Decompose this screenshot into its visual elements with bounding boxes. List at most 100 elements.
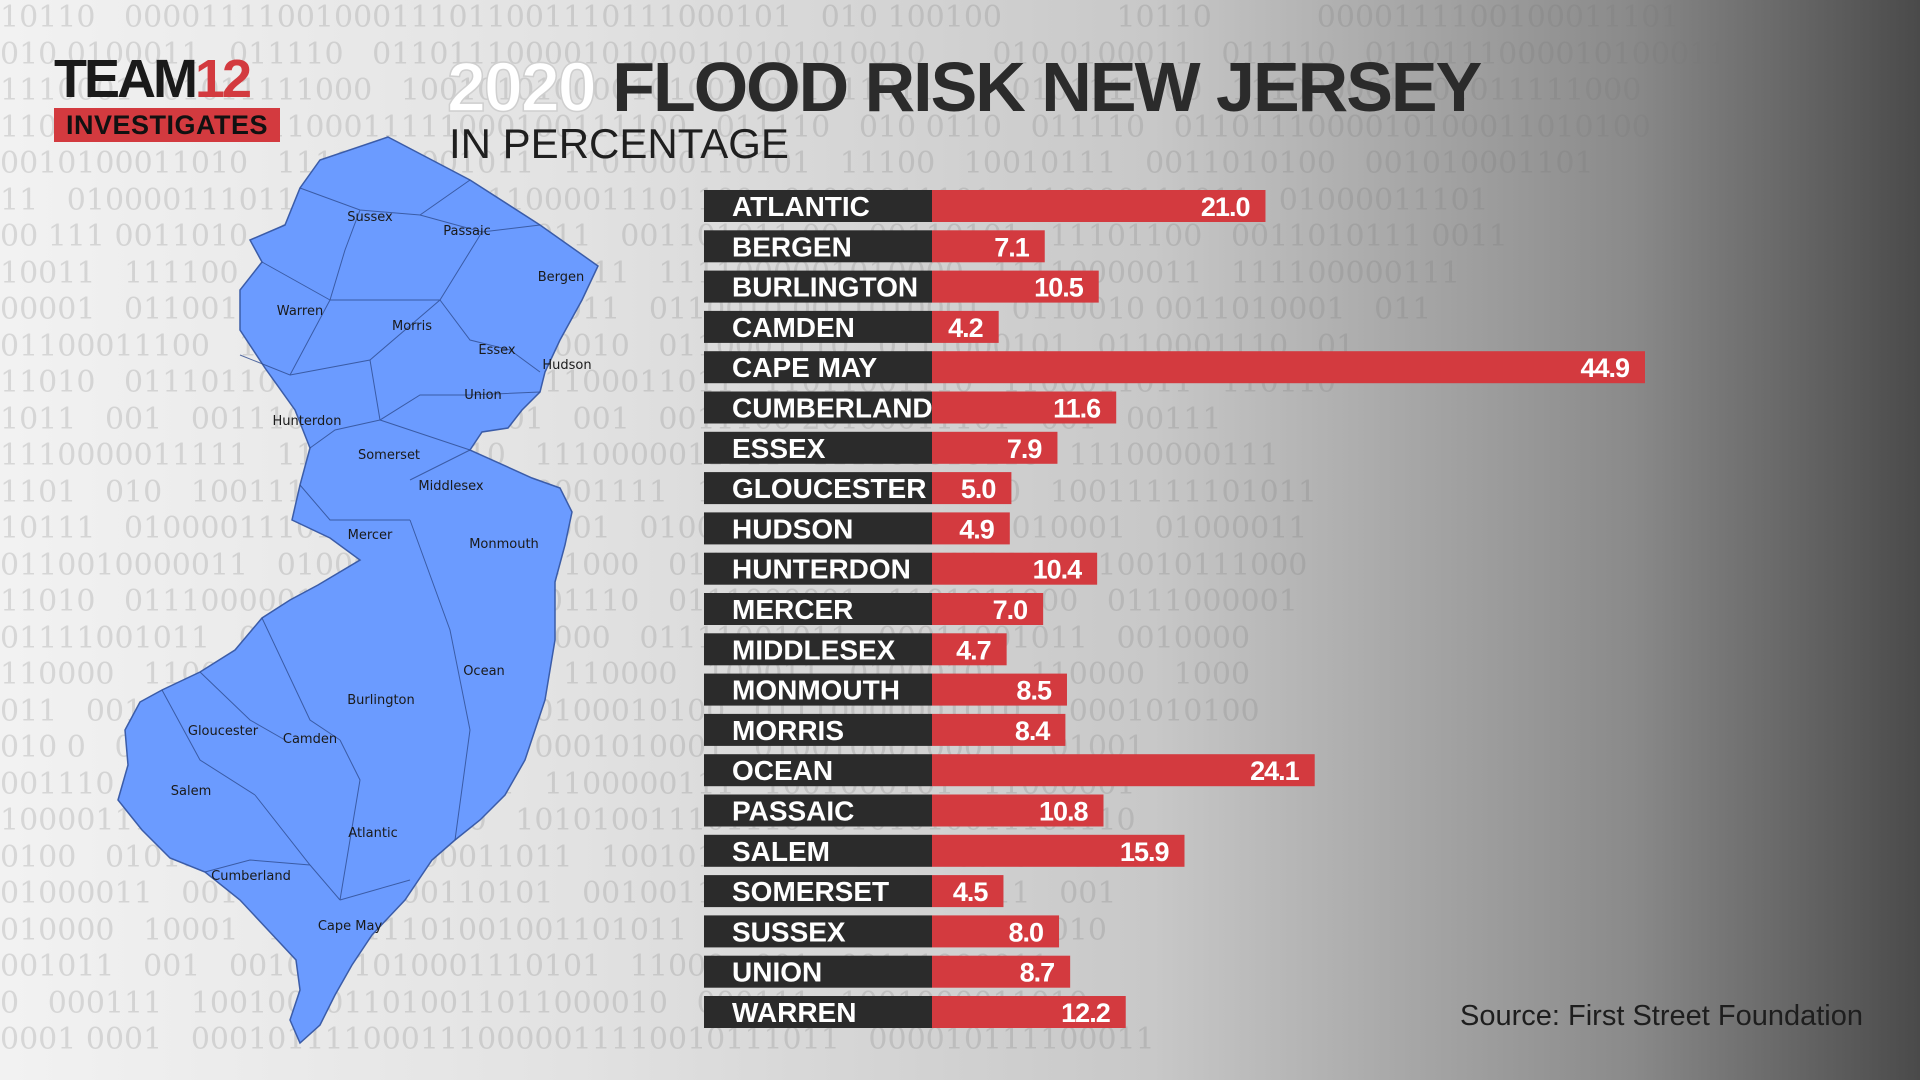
logo-number: 12 [194, 49, 252, 109]
value-label-somerset: 4.5 [953, 877, 989, 907]
category-label-salem: SALEM [732, 836, 830, 867]
category-label-bg-middlesex [704, 633, 932, 666]
category-label-morris: MORRIS [732, 715, 844, 746]
value-label-cumberland: 11.6 [1053, 394, 1101, 424]
value-label-warren: 12.2 [1061, 998, 1110, 1028]
bar-somerset [932, 875, 1004, 908]
bar-salem [932, 834, 1185, 867]
county-label-ocean: Ocean [463, 664, 505, 679]
value-label-morris: 8.4 [1015, 716, 1051, 746]
county-label-hudson: Hudson [542, 358, 591, 373]
category-label-camden: CAMDEN [732, 312, 855, 343]
category-label-bg-burlington [704, 270, 932, 303]
county-label-atlantic: Atlantic [348, 826, 397, 841]
value-label-hudson: 4.9 [959, 514, 995, 544]
chart-subtitle: IN PERCENTAGE [449, 120, 789, 167]
bar-hunterdon [932, 552, 1098, 585]
county-label-mercer: Mercer [348, 528, 393, 543]
value-label-gloucester: 5.0 [961, 474, 996, 504]
nj-state-shape [117, 136, 599, 1045]
bar-hudson [932, 512, 1010, 545]
county-label-middlesex: Middlesex [418, 479, 483, 494]
county-label-gloucester: Gloucester [188, 724, 259, 739]
value-label-monmouth: 8.5 [1016, 676, 1052, 706]
title-rest: FLOOD RISK NEW JERSEY [612, 48, 1482, 126]
value-label-union: 8.7 [1020, 958, 1055, 988]
category-label-gloucester: GLOUCESTER [732, 473, 926, 504]
county-label-hunterdon: Hunterdon [273, 414, 342, 429]
category-label-bg-somerset [704, 875, 932, 908]
category-label-union: UNION [732, 957, 822, 988]
category-label-ocean: OCEAN [732, 755, 833, 786]
category-label-atlantic: ATLANTIC [732, 191, 870, 222]
bar-camden [932, 310, 999, 343]
county-label-somerset: Somerset [358, 448, 420, 463]
category-label-passaic: PASSAIC [732, 796, 854, 827]
category-label-bg-bergen [704, 230, 932, 263]
category-label-bg-gloucester [704, 472, 932, 505]
value-label-bergen: 7.1 [994, 232, 1030, 262]
category-label-bg-cumberland [704, 391, 932, 424]
category-label-cape-may: CAPE MAY [732, 352, 878, 383]
title-year: 2020 [446, 47, 597, 127]
bar-union [932, 955, 1071, 988]
value-label-sussex: 8.0 [1008, 917, 1043, 947]
bar-monmouth [932, 673, 1067, 706]
bar-sussex [932, 915, 1060, 948]
category-label-bg-mercer [704, 593, 932, 625]
category-label-bg-cape-may [704, 351, 932, 384]
logo-word: TEAM [54, 49, 198, 109]
value-label-passaic: 10.8 [1039, 797, 1089, 827]
category-label-warren: WARREN [732, 997, 856, 1028]
bar-warren [932, 996, 1126, 1028]
value-label-atlantic: 21.0 [1201, 192, 1250, 222]
bar-passaic [932, 794, 1104, 827]
category-label-monmouth: MONMOUTH [732, 675, 900, 706]
category-label-bg-atlantic [704, 190, 932, 222]
category-label-bg-salem [704, 834, 932, 867]
logo-wordmark: TEAM12 [54, 52, 280, 106]
county-label-salem: Salem [171, 784, 212, 799]
county-label-essex: Essex [478, 343, 516, 358]
county-label-warren: Warren [277, 304, 323, 319]
category-label-sussex: SUSSEX [732, 916, 846, 947]
team12-logo: TEAM12 INVESTIGATES [54, 52, 281, 142]
category-label-hudson: HUDSON [732, 513, 853, 544]
category-label-mercer: MERCER [732, 594, 853, 625]
category-label-bg-passaic [704, 794, 932, 827]
value-label-burlington: 10.5 [1034, 273, 1084, 303]
value-label-camden: 4.2 [948, 313, 983, 343]
bar-gloucester [932, 472, 1012, 505]
bar-burlington [932, 270, 1099, 303]
category-label-bg-essex [704, 431, 932, 464]
source-credit: Source: First Street Foundation [1460, 1000, 1863, 1032]
bar-essex [932, 431, 1058, 464]
county-label-bergen: Bergen [538, 270, 585, 285]
value-label-essex: 7.9 [1007, 434, 1043, 464]
county-label-burlington: Burlington [347, 693, 415, 708]
category-label-bg-union [704, 955, 932, 988]
category-label-bg-monmouth [704, 673, 932, 706]
county-label-camden: Camden [283, 732, 337, 747]
bar-bergen [932, 230, 1045, 263]
county-label-cumberland: Cumberland [211, 869, 291, 884]
value-label-hunterdon: 10.4 [1033, 555, 1083, 585]
category-label-essex: ESSEX [732, 433, 826, 464]
bar-morris [932, 713, 1066, 746]
value-label-middlesex: 4.7 [956, 635, 991, 665]
category-label-bg-camden [704, 310, 932, 343]
bar-ocean [932, 754, 1315, 787]
county-label-monmouth: Monmouth [469, 537, 539, 552]
category-label-bg-hudson [704, 512, 932, 545]
category-label-hunterdon: HUNTERDON [732, 554, 911, 585]
bar-middlesex [932, 633, 1007, 666]
bar-cape-may [932, 351, 1645, 384]
category-label-somerset: SOMERSET [732, 876, 889, 907]
county-label-morris: Morris [392, 319, 432, 334]
county-label-passaic: Passaic [443, 224, 491, 239]
bar-cumberland [932, 391, 1117, 424]
nj-county-map: Sussex Passaic Bergen Warren Morris Esse… [117, 136, 599, 1045]
category-label-burlington: BURLINGTON [732, 272, 918, 303]
category-label-bg-warren [704, 996, 932, 1028]
